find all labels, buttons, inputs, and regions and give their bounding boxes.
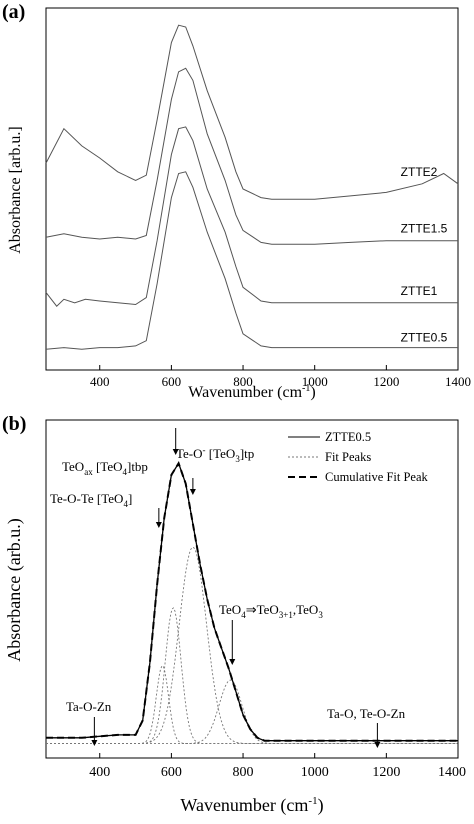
x-tick-label: 1200 bbox=[373, 374, 399, 389]
panel-a-curve-labels: ZTTE2 ZTTE1.5 ZTTE1 ZTTE0.5 bbox=[401, 165, 448, 345]
panel-a-y-axis-label: Absorbance [arb.u.] bbox=[7, 126, 24, 254]
panel-a-plot-frame bbox=[45, 7, 459, 371]
x-tick-label: 400 bbox=[89, 765, 110, 780]
fit-peak-2 bbox=[46, 607, 458, 745]
panel-a-x-ticks: 400 600 800 1000 1200 1400 bbox=[90, 365, 471, 389]
arrow-teoax-head bbox=[172, 449, 179, 455]
arrow-ta-o-zn-head bbox=[91, 740, 98, 746]
x-tick-label: 600 bbox=[161, 765, 182, 780]
panel-b-y-axis-label: Absorbance (arb.u.) bbox=[4, 518, 25, 661]
curve-ztte1.5 bbox=[45, 67, 458, 245]
legend-entry-fit-peaks: Fit Peaks bbox=[325, 450, 371, 464]
curve-label-ztte2: ZTTE2 bbox=[401, 165, 438, 179]
x-tick-label: 1000 bbox=[302, 374, 328, 389]
panel-b-curves bbox=[46, 460, 458, 745]
legend-entry-cumulative-fit: Cumulative Fit Peak bbox=[325, 470, 429, 484]
panel-b-x-ticks: 400 600 800 1000 1200 1400 bbox=[89, 753, 466, 780]
x-tick-label: 1200 bbox=[372, 765, 400, 780]
fit-peak-4 bbox=[46, 679, 458, 745]
arrow-ta-o-te-o-zn-head bbox=[374, 742, 381, 748]
curve-ztte2 bbox=[45, 24, 459, 200]
x-tick-label: 400 bbox=[90, 374, 110, 389]
panel-a-label: (a) bbox=[2, 1, 25, 23]
x-tick-label: 1400 bbox=[445, 374, 471, 389]
curve-cumulative-fit bbox=[46, 460, 458, 742]
panel-b: (b) 400 600 800 1000 1200 1400 ZTTE0.5 Fit Pe… bbox=[2, 413, 466, 816]
x-tick-label: 600 bbox=[162, 374, 182, 389]
curve-ztte1 bbox=[45, 126, 458, 307]
x-tick-label: 1000 bbox=[301, 765, 329, 780]
arrow-te-o-head bbox=[189, 489, 196, 495]
panel-b-label: (b) bbox=[2, 413, 26, 435]
arrow-teo4-head bbox=[229, 659, 236, 665]
annotation-teoax-teo4-tbp: TeOax [TeO4]tbp bbox=[62, 459, 148, 477]
annotation-te-o-teo3-tp: Te-O- [TeO3]tp bbox=[176, 445, 254, 464]
x-tick-label: 800 bbox=[233, 765, 254, 780]
panel-b-annotations: TeOax [TeO4]tbp Te-O- [TeO3]tp Te-O-Te [… bbox=[50, 445, 406, 721]
annotation-teo4-teo3: TeO4⇒TeO3+1,TeO3 bbox=[219, 602, 323, 620]
annotation-ta-o-zn: Ta-O-Zn bbox=[66, 699, 112, 714]
x-tick-label: 1400 bbox=[438, 765, 466, 780]
annotation-ta-o-te-o-zn: Ta-O, Te-O-Zn bbox=[327, 706, 406, 721]
panel-b-x-axis-label: Wavenumber (cm-1) bbox=[180, 795, 323, 816]
curve-ztte0.5 bbox=[45, 171, 458, 350]
panel-a: (a) 400 600 800 1000 1200 1400 ZTTE2ZTTE1.5ZT… bbox=[2, 1, 471, 401]
panel-a-curves bbox=[45, 24, 459, 350]
annotation-te-o-te-teo4: Te-O-Te [TeO4] bbox=[50, 491, 132, 509]
panel-b-plot-frame bbox=[45, 419, 459, 759]
x-tick-label: 800 bbox=[233, 374, 253, 389]
panel-a-x-axis-label: Wavenumber (cm-1) bbox=[188, 383, 315, 401]
curve-label-ztte1: ZTTE1 bbox=[401, 284, 438, 298]
curve-label-ztte0.5: ZTTE0.5 bbox=[401, 331, 448, 345]
arrow-te-o-te-head bbox=[155, 522, 162, 528]
panel-b-annotation-arrows bbox=[91, 428, 381, 748]
legend-entry-ztte0.5: ZTTE0.5 bbox=[325, 430, 371, 444]
panel-b-legend: ZTTE0.5 Fit Peaks Cumulative Fit Peak bbox=[288, 430, 429, 484]
curve-label-ztte1.5: ZTTE1.5 bbox=[401, 222, 448, 236]
